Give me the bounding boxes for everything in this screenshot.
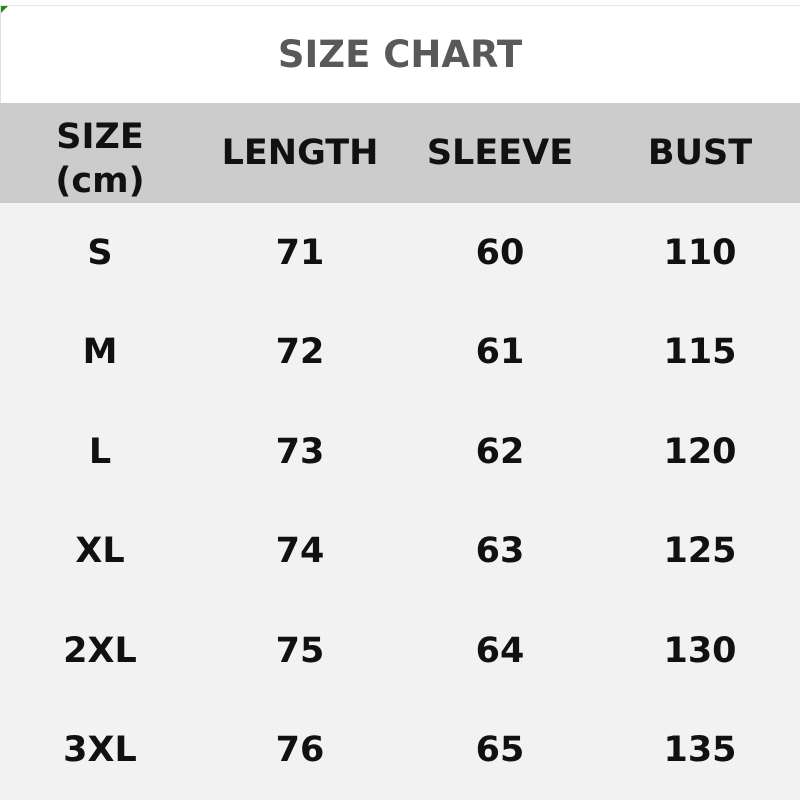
cell-marker-icon	[1, 6, 8, 13]
table-row: 2XL 75 64 130	[0, 601, 800, 701]
header-unit-label: (cm)	[55, 161, 145, 201]
cell-bust: 115	[663, 332, 737, 373]
cell-size: L	[88, 431, 112, 472]
cell-sleeve: 60	[475, 232, 525, 273]
cell-sleeve: 64	[475, 630, 525, 671]
cell-length: 75	[275, 630, 325, 671]
table-row: XL 74 63 125	[0, 502, 800, 602]
table-row: M 72 61 115	[0, 303, 800, 403]
top-border	[0, 0, 800, 6]
table-row: 3XL 76 65 135	[0, 701, 800, 800]
cell-length: 73	[275, 431, 325, 472]
cell-length: 74	[275, 531, 325, 572]
header-size-label: SIZE	[56, 117, 144, 157]
cell-sleeve: 63	[475, 531, 525, 572]
cell-bust: 110	[663, 232, 737, 273]
header-size: SIZE (cm)	[0, 103, 200, 203]
header-sleeve: SLEEVE	[426, 133, 574, 173]
cell-length: 76	[275, 730, 325, 771]
cell-bust: 120	[663, 431, 737, 472]
header-bust: BUST	[647, 133, 753, 173]
table-row: L 73 62 120	[0, 402, 800, 502]
cell-size: S	[87, 232, 113, 273]
cell-size: XL	[75, 531, 125, 572]
header-length: LENGTH	[221, 133, 379, 173]
cell-length: 72	[275, 332, 325, 373]
cell-sleeve: 61	[475, 332, 525, 373]
table-header: SIZE (cm) LENGTH SLEEVE BUST	[0, 103, 800, 203]
cell-bust: 135	[663, 730, 737, 771]
left-border	[0, 6, 1, 104]
cell-size: 2XL	[63, 630, 137, 671]
table-body: S 71 60 110 M 72 61 115 L 73 62 120 XL 74 63 125 2XL 75 64…	[0, 203, 800, 800]
cell-size: M	[82, 332, 118, 373]
cell-size: 3XL	[63, 730, 137, 771]
cell-sleeve: 65	[475, 730, 525, 771]
table-row: S 71 60 110	[0, 203, 800, 303]
cell-length: 71	[275, 232, 325, 273]
cell-bust: 130	[663, 630, 737, 671]
cell-bust: 125	[663, 531, 737, 572]
cell-sleeve: 62	[475, 431, 525, 472]
chart-title: SIZE CHART	[277, 33, 523, 76]
